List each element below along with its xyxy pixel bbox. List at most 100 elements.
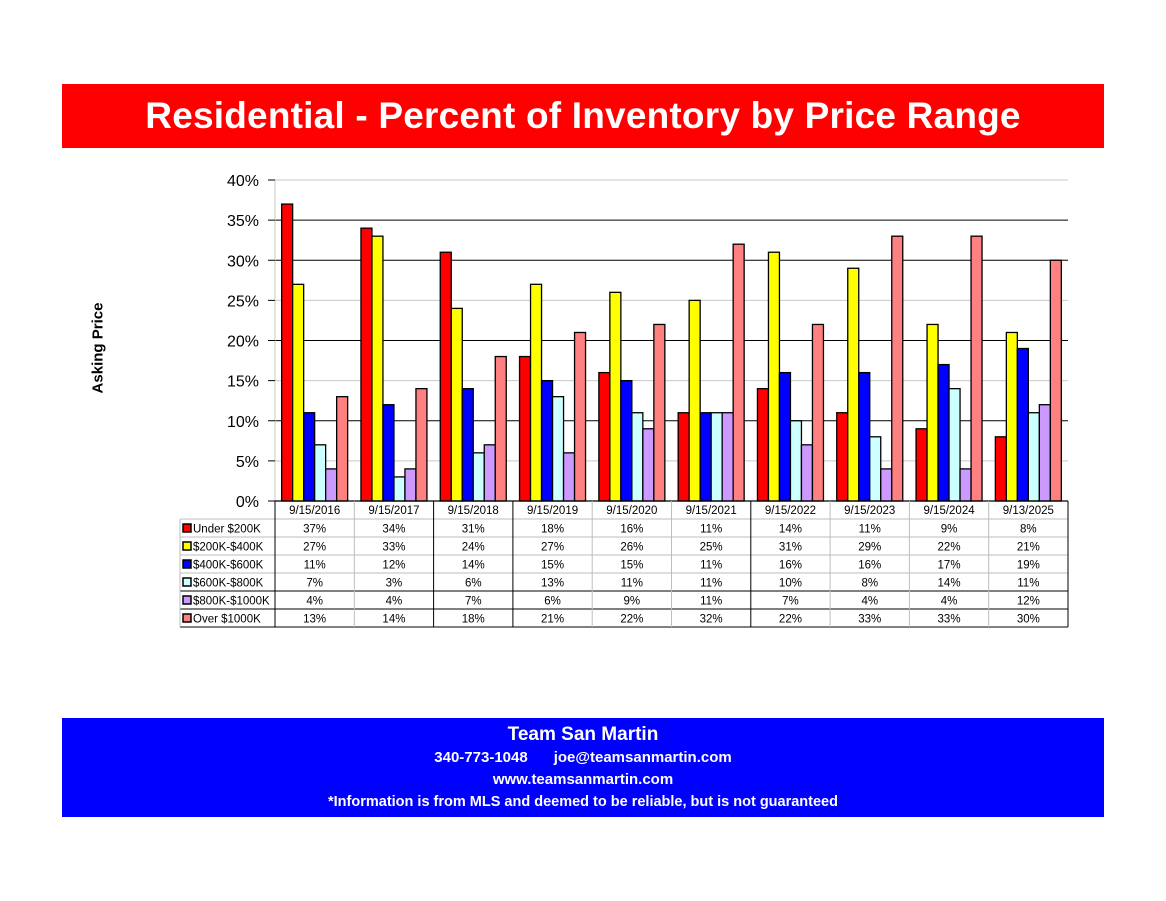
data-label: 16% bbox=[620, 524, 643, 536]
data-label: 37% bbox=[303, 524, 326, 536]
website: www.teamsanmartin.com bbox=[492, 771, 674, 788]
data-label: 11% bbox=[621, 578, 643, 590]
data-label: 14% bbox=[462, 560, 485, 572]
bar bbox=[1038, 404, 1051, 502]
legend-key bbox=[182, 523, 192, 533]
bar bbox=[836, 412, 849, 502]
bar bbox=[529, 283, 543, 502]
x-tick-label: 9/15/2016 bbox=[289, 505, 340, 517]
data-label: 4% bbox=[941, 596, 958, 608]
legend-key bbox=[182, 541, 192, 551]
bar bbox=[891, 235, 904, 502]
bar bbox=[472, 452, 485, 502]
bar bbox=[280, 203, 294, 502]
bar bbox=[880, 468, 893, 502]
data-label: 4% bbox=[306, 596, 323, 608]
data-label: 12% bbox=[382, 560, 405, 572]
bar bbox=[551, 396, 565, 502]
bar bbox=[450, 307, 463, 502]
bar bbox=[710, 412, 723, 502]
data-label: 27% bbox=[541, 542, 564, 554]
bar bbox=[1016, 347, 1029, 502]
data-label: 15% bbox=[620, 560, 643, 572]
bar bbox=[1049, 259, 1062, 502]
data-label: 22% bbox=[938, 542, 961, 554]
legend-label: $200K-$400K bbox=[193, 542, 264, 554]
data-label: 3% bbox=[386, 578, 403, 590]
legend-key bbox=[182, 559, 192, 569]
data-label: 11% bbox=[700, 578, 722, 590]
data-label: 33% bbox=[938, 614, 961, 626]
bar bbox=[778, 371, 792, 502]
data-label: 16% bbox=[858, 560, 881, 572]
bar bbox=[335, 396, 349, 502]
data-label: 9% bbox=[941, 524, 958, 536]
data-label: 8% bbox=[1020, 524, 1037, 536]
y-axis-ticks: 0% 5% 10% 15% 20% 25% 30% 35% 40% bbox=[227, 173, 275, 511]
bar bbox=[415, 387, 428, 502]
bar bbox=[926, 323, 939, 502]
data-label: 14% bbox=[779, 524, 802, 536]
bar bbox=[959, 468, 972, 502]
data-label: 25% bbox=[700, 542, 723, 554]
legend-key bbox=[182, 613, 192, 623]
data-label: 33% bbox=[858, 614, 881, 626]
bar bbox=[915, 428, 928, 502]
data-label: 26% bbox=[620, 542, 643, 554]
data-label: 14% bbox=[938, 578, 961, 590]
bar bbox=[677, 412, 690, 502]
x-tick-label: 9/15/2020 bbox=[606, 505, 657, 517]
bar bbox=[518, 355, 532, 502]
legend-label: $800K-$1000K bbox=[193, 596, 270, 608]
bar bbox=[631, 412, 644, 502]
bar bbox=[653, 323, 666, 502]
data-label: 4% bbox=[386, 596, 403, 608]
data-label: 18% bbox=[462, 614, 485, 626]
bar bbox=[1005, 331, 1018, 502]
data-label: 30% bbox=[1017, 614, 1040, 626]
x-tick-label: 9/15/2021 bbox=[686, 505, 737, 517]
bar bbox=[483, 444, 496, 502]
phone-number: 340-773-1048 bbox=[434, 749, 528, 766]
bar bbox=[562, 452, 576, 502]
bar bbox=[393, 476, 406, 502]
data-label: 11% bbox=[700, 560, 722, 572]
disclaimer: *Information is from MLS and deemed to b… bbox=[328, 794, 838, 810]
bar bbox=[439, 251, 452, 502]
contact-line: 340-773-1048 joe@teamsanmartin.com bbox=[62, 747, 1104, 769]
data-label: 10% bbox=[779, 578, 802, 590]
bar bbox=[811, 323, 825, 502]
bar bbox=[598, 371, 611, 502]
legend-key bbox=[182, 577, 192, 587]
x-tick-label: 9/15/2024 bbox=[923, 505, 975, 517]
bar bbox=[461, 387, 474, 502]
bar bbox=[302, 412, 316, 502]
x-tick-label: 9/15/2023 bbox=[844, 505, 895, 517]
data-label: 6% bbox=[465, 578, 482, 590]
data-label: 22% bbox=[779, 614, 802, 626]
data-label: 11% bbox=[859, 524, 881, 536]
chart-title: Residential - Percent of Inventory by Pr… bbox=[145, 95, 1021, 136]
data-label: 7% bbox=[782, 596, 799, 608]
data-label: 18% bbox=[541, 524, 564, 536]
data-label: 21% bbox=[541, 614, 564, 626]
bar bbox=[360, 227, 373, 502]
bar bbox=[789, 420, 803, 502]
bar bbox=[732, 243, 745, 502]
data-label: 11% bbox=[700, 524, 722, 536]
bar bbox=[609, 291, 622, 502]
bar bbox=[800, 444, 814, 502]
y-tick-label: 35% bbox=[227, 213, 259, 230]
data-table: 9/15/2016 9/15/2017 9/15/2018 9/15/2019 9/15… bbox=[179, 501, 1069, 628]
bar bbox=[620, 379, 633, 502]
bar bbox=[858, 371, 871, 502]
y-tick-label: 5% bbox=[236, 454, 259, 471]
data-label: 11% bbox=[700, 596, 722, 608]
y-tick-label: 10% bbox=[227, 414, 259, 431]
x-tick-label: 9/15/2019 bbox=[527, 505, 578, 517]
data-label: 15% bbox=[541, 560, 564, 572]
x-tick-label: 9/15/2018 bbox=[448, 505, 499, 517]
x-tick-label: 9/15/2022 bbox=[765, 505, 816, 517]
bar bbox=[382, 404, 395, 502]
data-label: 34% bbox=[382, 524, 405, 536]
